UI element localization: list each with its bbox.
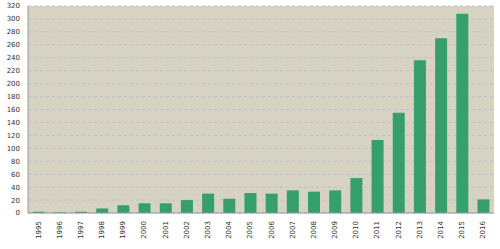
svg-text:160: 160 bbox=[8, 106, 20, 114]
svg-text:200: 200 bbox=[8, 80, 20, 88]
svg-text:1996: 1996 bbox=[56, 220, 64, 238]
svg-text:1997: 1997 bbox=[77, 221, 85, 239]
svg-text:2013: 2013 bbox=[416, 221, 424, 239]
svg-text:2014: 2014 bbox=[437, 220, 445, 238]
svg-text:280: 280 bbox=[8, 28, 20, 36]
svg-text:120: 120 bbox=[8, 132, 20, 140]
svg-text:2016: 2016 bbox=[479, 220, 487, 238]
svg-text:2003: 2003 bbox=[204, 221, 212, 239]
svg-text:80: 80 bbox=[11, 158, 20, 166]
svg-text:2004: 2004 bbox=[225, 220, 233, 238]
svg-text:1999: 1999 bbox=[119, 221, 127, 239]
svg-text:180: 180 bbox=[8, 93, 20, 101]
svg-text:60: 60 bbox=[11, 171, 20, 179]
svg-text:240: 240 bbox=[8, 54, 20, 62]
svg-text:2008: 2008 bbox=[310, 221, 318, 239]
svg-text:2002: 2002 bbox=[183, 221, 191, 239]
svg-text:40: 40 bbox=[11, 184, 20, 192]
svg-text:2000: 2000 bbox=[140, 221, 148, 239]
svg-text:2015: 2015 bbox=[458, 221, 466, 239]
svg-text:220: 220 bbox=[8, 67, 20, 75]
svg-text:140: 140 bbox=[8, 119, 20, 127]
svg-text:2011: 2011 bbox=[373, 221, 381, 239]
svg-text:300: 300 bbox=[8, 15, 20, 23]
svg-text:2005: 2005 bbox=[246, 221, 254, 239]
svg-text:2012: 2012 bbox=[395, 221, 403, 239]
svg-text:0: 0 bbox=[16, 209, 20, 217]
svg-text:100: 100 bbox=[8, 145, 20, 153]
svg-text:2006: 2006 bbox=[268, 220, 276, 238]
svg-text:320: 320 bbox=[8, 2, 20, 10]
svg-text:2009: 2009 bbox=[331, 221, 339, 239]
svg-text:2001: 2001 bbox=[162, 221, 170, 239]
svg-text:1998: 1998 bbox=[98, 221, 106, 239]
svg-text:2010: 2010 bbox=[352, 221, 360, 239]
svg-text:1995: 1995 bbox=[35, 221, 43, 239]
svg-text:20: 20 bbox=[11, 197, 20, 205]
svg-text:260: 260 bbox=[8, 41, 20, 49]
svg-text:2007: 2007 bbox=[289, 221, 297, 239]
